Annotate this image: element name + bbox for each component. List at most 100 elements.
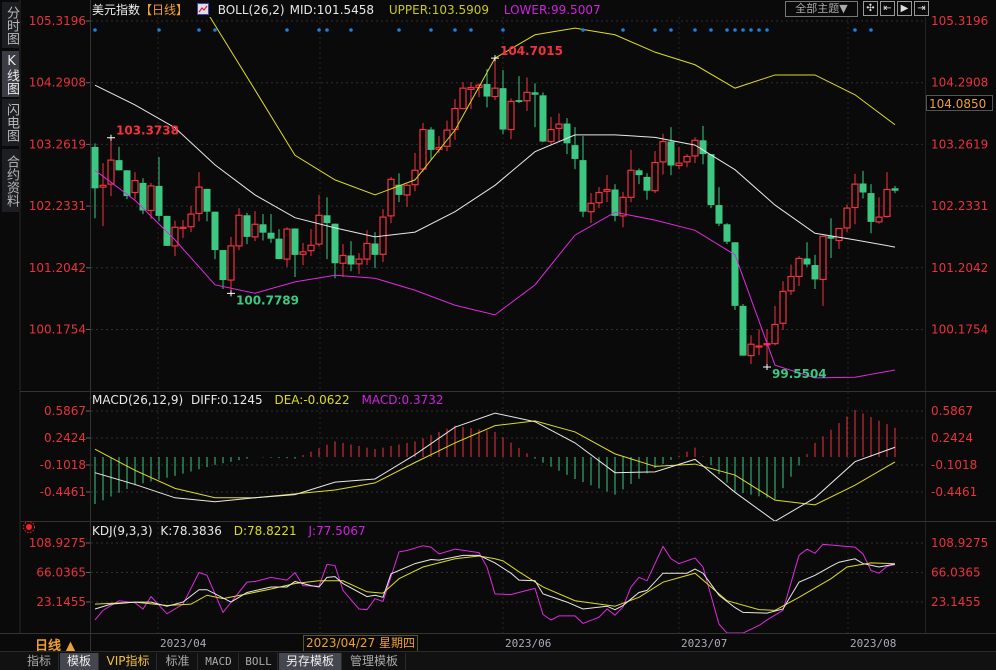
macd-title: MACD(26,12,9)	[92, 393, 183, 407]
boll-lower-line	[94, 169, 896, 379]
candle-body-up	[787, 275, 795, 292]
low-price-label: 100.7789	[236, 293, 299, 307]
candle-body-up	[555, 123, 563, 129]
candle-body-down	[427, 129, 435, 150]
macd-axis-label-left: -0.4461	[40, 485, 86, 499]
candle-body-down	[371, 243, 379, 255]
candle-body-down	[139, 182, 147, 211]
candle-body-up	[195, 186, 203, 215]
kdj-axis-label-left: 23.1455	[36, 595, 86, 609]
side-tab-flash[interactable]: 闪电图	[2, 99, 19, 146]
theme-dropdown-button[interactable]: 全部主题▼	[785, 1, 858, 17]
candle-body-up	[651, 161, 659, 192]
candle-body-down	[867, 193, 875, 222]
price-axis-label-right: 102.2331	[931, 199, 988, 213]
candle-body-up	[443, 129, 451, 147]
tab-vip-indicators[interactable]: VIP指标	[100, 653, 157, 670]
tab-save-template[interactable]: 另存模板	[279, 653, 342, 670]
candle-body-up	[299, 251, 307, 255]
zoom-range-icon[interactable]: ⇤	[880, 1, 895, 16]
price-axis-label-left: 103.2619	[29, 137, 86, 151]
candle-body-down	[163, 215, 171, 246]
boll-chart-icon[interactable]	[196, 3, 209, 15]
candle-body-up	[387, 178, 395, 217]
candle-body-down	[715, 205, 723, 224]
tab-indicators[interactable]: 指标	[20, 653, 59, 670]
candle-body-down	[347, 255, 355, 265]
candle-body-down	[219, 250, 227, 281]
signal-dot	[93, 28, 97, 32]
tab-standard[interactable]: 标准	[158, 653, 198, 670]
candle-body-down	[531, 92, 539, 95]
candle-body-up	[235, 214, 243, 247]
tab-boll[interactable]: BOLL	[240, 653, 278, 670]
price-axis-label-right: 100.1754	[931, 323, 988, 337]
signal-dot	[453, 28, 457, 32]
macd-axis-label-left: 0.2424	[44, 431, 86, 445]
signal-dot	[869, 28, 873, 32]
candle-body-down	[211, 211, 219, 251]
candle-body-up	[691, 139, 699, 157]
macd-legend: MACD(26,12,9) DIFF:0.1245 DEA:-0.0622 MA…	[92, 393, 444, 407]
candle-body-down	[515, 100, 523, 102]
macd-diff-value: DIFF:0.1245	[191, 393, 263, 407]
signal-dot	[621, 28, 625, 32]
candle-body-up	[99, 184, 107, 188]
candle-body-down	[579, 160, 587, 212]
kdj-j-value: J:77.5067	[307, 524, 365, 538]
candle-body-up	[819, 235, 827, 281]
signal-dot	[213, 28, 217, 32]
tab-template[interactable]: 模板	[60, 653, 99, 670]
candle-body-up	[747, 343, 755, 357]
candle-body-up	[627, 169, 635, 198]
period-switch[interactable]: 日线 ▲	[35, 639, 76, 654]
extreme-marker	[227, 290, 235, 297]
kdj-k-value: K:78.3836	[160, 524, 222, 538]
date-axis-bar: 日线 ▲ 2023/04 2023/04/27 星期四 2023/06 2023…	[0, 633, 996, 654]
macd-axis-label-left: -0.1018	[40, 458, 86, 472]
extreme-marker	[107, 134, 115, 141]
candle-body-down	[563, 123, 571, 144]
play-forward-icon[interactable]: ▶	[897, 1, 912, 16]
candle-body-down	[731, 242, 739, 306]
crosshair-icon[interactable]: ✣	[863, 1, 878, 16]
kdj-axis-label-right: 66.0365	[931, 566, 981, 580]
candle-body-up	[363, 242, 371, 260]
candle-body-up	[131, 179, 139, 194]
signal-dot	[669, 28, 673, 32]
boll-mid-line	[94, 84, 896, 248]
candle-body-up	[675, 162, 683, 167]
date-tick: 2023/08	[850, 637, 897, 650]
candle-body-down	[571, 145, 579, 159]
signal-dot	[429, 28, 433, 32]
signal-dot	[749, 28, 753, 32]
tab-macd[interactable]: MACD	[199, 653, 239, 670]
kdj-settings-icon[interactable]	[23, 521, 35, 533]
candle-body-down	[115, 160, 123, 171]
candle-body-up	[875, 216, 883, 223]
candle-body-down	[499, 88, 507, 130]
candle-body-up	[419, 128, 427, 170]
indicator-tab-bar: 指标 模板 VIP指标 标准 MACD BOLL 另存模板 管理模板	[0, 651, 996, 670]
price-axis-label-right: 104.2908	[931, 76, 988, 90]
side-tab-kline[interactable]: K线图	[2, 51, 19, 97]
candle-body-up	[523, 91, 531, 102]
candle-body-up	[459, 87, 467, 110]
current-price-tag: 104.0850	[926, 95, 993, 111]
side-tab-intraday[interactable]: 分时图	[2, 2, 19, 48]
tab-manage-templates[interactable]: 管理模板	[343, 653, 406, 670]
candle-body-down	[323, 215, 331, 224]
kdj-axis-label-left: 66.0365	[36, 566, 86, 580]
side-tab-contract-info[interactable]: 合约资料	[2, 149, 19, 212]
candle-body-down	[155, 185, 163, 216]
candle-body-down	[723, 224, 731, 242]
exit-right-icon[interactable]: ⇥	[914, 1, 929, 16]
axis-labels: 105.3196 105.3196 104.2908 104.2908 103.2619…	[29, 14, 989, 609]
kdj-k-line	[94, 554, 896, 614]
macd-axis-label-right: -0.4461	[931, 485, 977, 499]
candle-body-up	[251, 223, 259, 238]
candle-body-up	[507, 100, 515, 131]
candle-body-up	[883, 188, 891, 218]
high-price-label: 104.7015	[500, 44, 563, 58]
